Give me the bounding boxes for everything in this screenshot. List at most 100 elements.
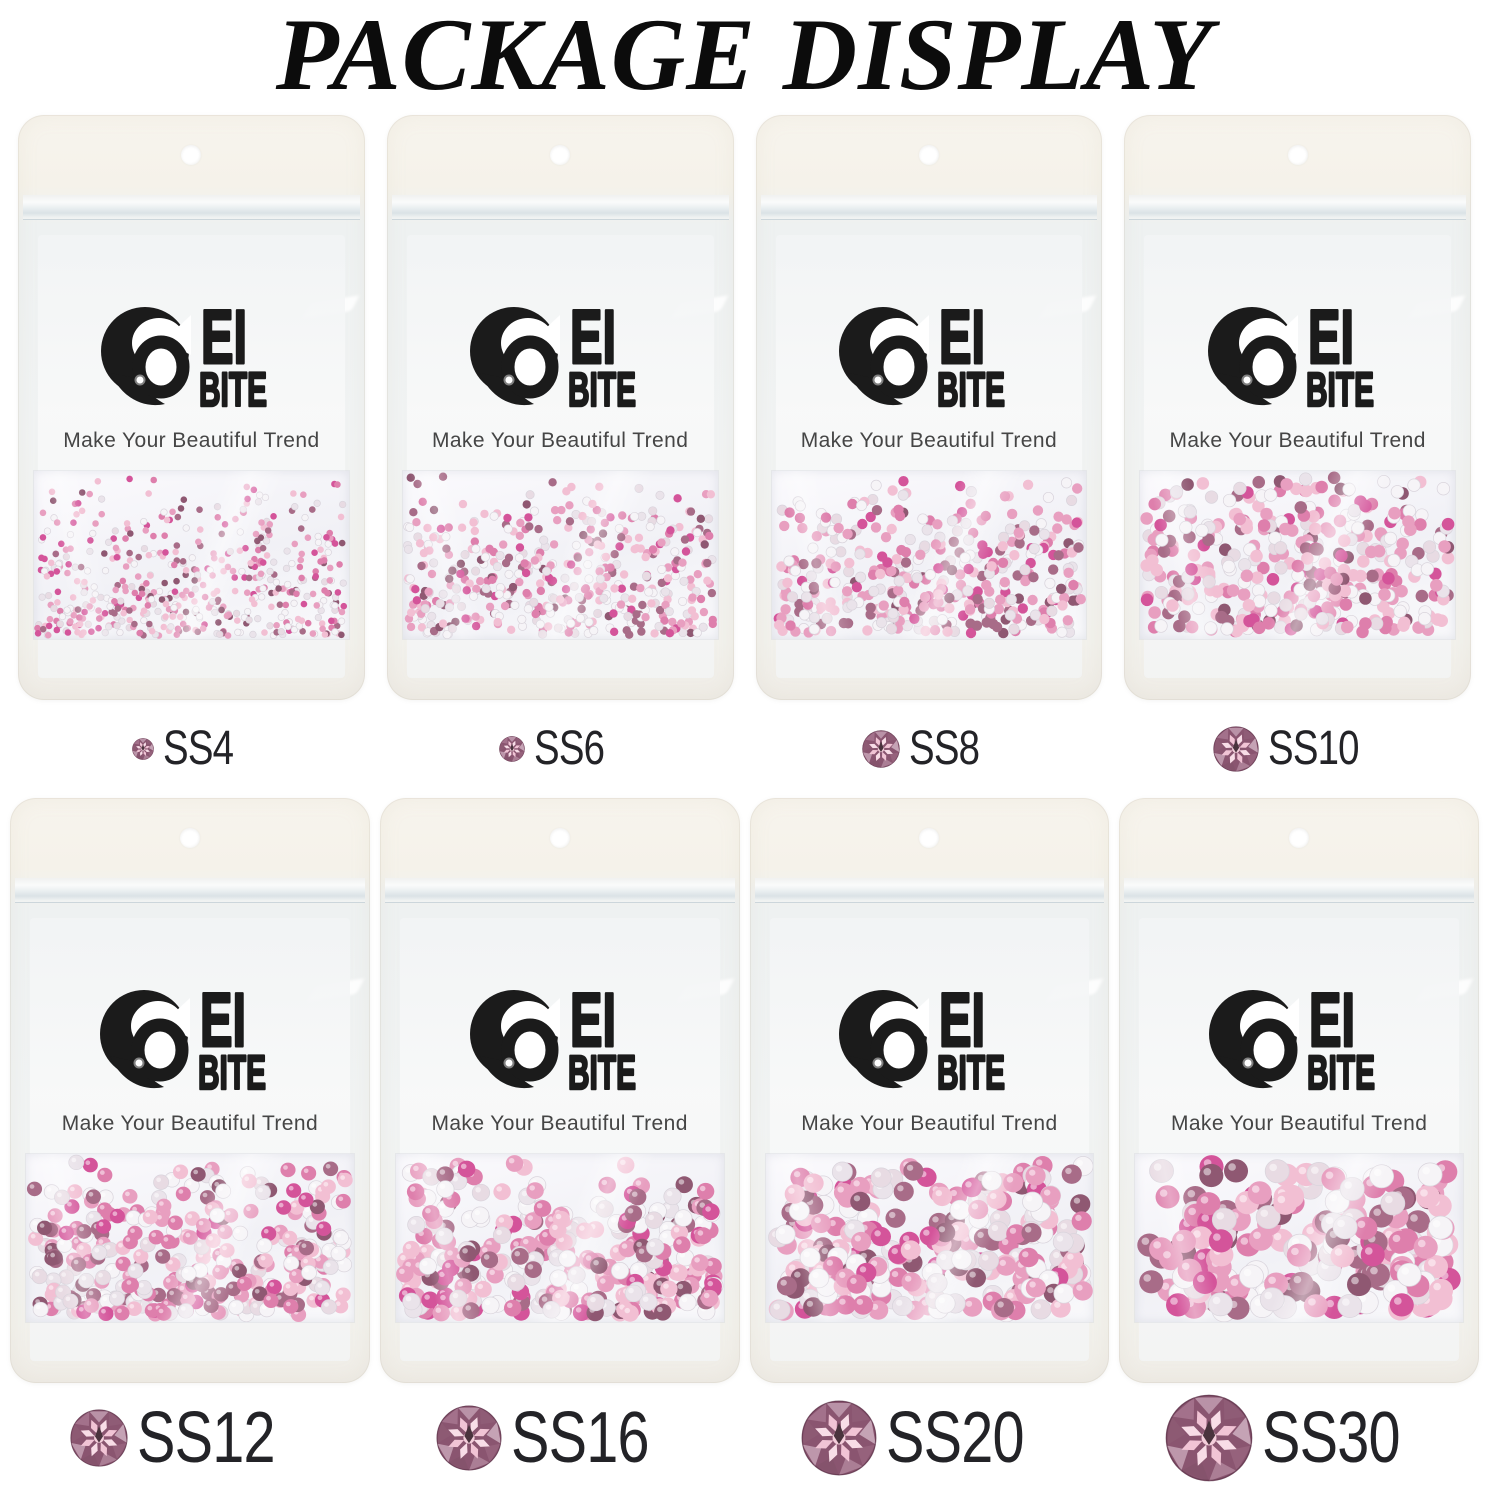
zip-seal	[754, 878, 1105, 904]
brand-tagline: Make Your Beautiful Trend	[63, 429, 320, 453]
rhinestones-scatter	[34, 475, 348, 640]
package-cell: EI BITE Make Your Beautiful Trend SS6	[386, 115, 734, 798]
brand-tagline: Make Your Beautiful Trend	[800, 429, 1058, 453]
zip-seal	[391, 195, 729, 221]
rhinestone-bag: EI BITE Make Your Beautiful Trend	[1124, 115, 1471, 701]
piercing-dot-icon	[503, 1057, 515, 1069]
package-cell: EI BITE Make Your Beautiful Trend SS10	[1124, 115, 1471, 798]
brand-tagline: Make Your Beautiful Trend	[431, 429, 689, 453]
size-label: SS6	[533, 722, 605, 776]
hang-hole	[918, 145, 939, 166]
rhinestone-bag: EI BITE Make Your Beautiful Trend	[755, 115, 1103, 701]
brand-logo: EI BITE	[10, 977, 370, 1101]
rhinestone-gem-icon	[436, 1405, 502, 1471]
brand-logo: EI BITE	[756, 294, 1103, 418]
hang-hole	[549, 828, 570, 849]
logo-text-ei: EI	[570, 978, 616, 1063]
brand-logo: EI BITE	[380, 977, 740, 1101]
logo-text-bite: BITE	[198, 1047, 266, 1100]
logo-text-bite: BITE	[568, 1047, 636, 1100]
logo-text-ei: EI	[201, 295, 247, 380]
swirl-o-icon: EI BITE	[101, 294, 269, 418]
size-label: SS4	[163, 722, 234, 776]
size-label: SS12	[137, 1398, 276, 1479]
rhinestone-gem-icon	[499, 736, 525, 762]
swirl-o-icon: EI BITE	[99, 977, 267, 1101]
rhinestone-window	[1135, 1154, 1463, 1323]
logo-text-bite: BITE	[937, 364, 1005, 417]
rhinestone-window	[765, 1154, 1094, 1323]
rhinestones-scatter	[402, 472, 717, 640]
brand-tagline: Make Your Beautiful Trend	[1170, 1112, 1428, 1136]
package-cell: EI BITE Make Your Beautiful Trend SS4	[18, 115, 365, 798]
size-label-row: SS30	[1119, 1383, 1479, 1493]
brand-logo: EI BITE	[750, 977, 1110, 1101]
rhinestone-window	[34, 471, 349, 640]
piercing-dot-icon	[1241, 374, 1253, 386]
swirl-o-icon: EI BITE	[470, 294, 637, 418]
hang-hole	[1287, 145, 1308, 166]
rhinestones-scatter	[1140, 471, 1455, 639]
rhinestone-gem-icon	[70, 1409, 128, 1467]
brand-logo: EI BITE	[18, 294, 365, 418]
size-label: SS10	[1268, 722, 1360, 776]
rhinestone-gem-icon	[1165, 1394, 1253, 1482]
size-label-row: SS8	[756, 700, 1103, 798]
size-label-row: SS20	[750, 1383, 1110, 1493]
size-label: SS20	[885, 1398, 1025, 1479]
size-label-row: SS4	[18, 700, 365, 798]
rhinestones-scatter	[767, 1156, 1093, 1323]
piercing-dot-icon	[133, 1057, 145, 1069]
brand-logo: EI BITE	[387, 294, 734, 418]
rhinestone-gem-icon	[132, 738, 154, 760]
zip-seal	[384, 878, 735, 904]
rhinestones-scatter	[773, 476, 1086, 639]
zip-seal	[23, 195, 360, 221]
size-label: SS16	[511, 1398, 650, 1479]
rhinestone-gem-icon	[862, 730, 900, 768]
rhinestone-window	[402, 471, 718, 640]
piercing-dot-icon	[872, 1057, 884, 1069]
hang-hole	[919, 828, 940, 849]
rhinestone-bag: EI BITE Make Your Beautiful Trend	[1119, 798, 1479, 1384]
piercing-dot-icon	[134, 374, 146, 386]
rhinestone-bag: EI BITE Make Your Beautiful Trend	[10, 798, 370, 1384]
swirl-o-icon: EI BITE	[839, 977, 1007, 1101]
rhinestone-window	[771, 471, 1087, 640]
logo-text-bite: BITE	[1307, 1047, 1375, 1100]
swirl-o-icon: EI BITE	[1207, 294, 1375, 418]
logo-text-ei: EI	[570, 295, 616, 380]
package-row-1: EI BITE Make Your Beautiful Trend SS4	[0, 115, 1489, 798]
package-cell: EI BITE Make Your Beautiful Trend SS8	[755, 115, 1103, 798]
logo-text-ei: EI	[1309, 978, 1355, 1063]
piercing-dot-icon	[1242, 1057, 1254, 1069]
rhinestones-scatter	[395, 1155, 724, 1322]
page-title: PACKAGE DISPLAY	[275, 0, 1214, 112]
logo-text-bite: BITE	[199, 364, 267, 417]
size-label-row: SS10	[1124, 700, 1471, 798]
rhinestone-bag: EI BITE Make Your Beautiful Trend	[386, 115, 734, 701]
logo-text-ei: EI	[939, 978, 985, 1063]
package-cell: EI BITE Make Your Beautiful Trend SS30	[1119, 798, 1479, 1493]
rhinestone-window	[26, 1154, 354, 1323]
rhinestone-gem-icon	[801, 1400, 877, 1476]
package-cell: EI BITE Make Your Beautiful Trend SS16	[379, 798, 740, 1493]
hang-hole	[181, 145, 202, 166]
swirl-o-icon: EI BITE	[1209, 977, 1376, 1101]
rhinestones-scatter	[1137, 1155, 1461, 1323]
zip-seal	[1129, 195, 1466, 221]
package-cell: EI BITE Make Your Beautiful Trend SS20	[749, 798, 1110, 1493]
logo-text-bite: BITE	[1306, 364, 1374, 417]
swirl-o-icon: EI BITE	[469, 977, 637, 1101]
rhinestone-window	[1140, 471, 1455, 640]
logo-text-ei: EI	[1308, 295, 1354, 380]
piercing-dot-icon	[503, 374, 515, 386]
rhinestone-window	[395, 1154, 724, 1323]
rhinestone-bag: EI BITE Make Your Beautiful Trend	[18, 115, 365, 701]
logo-text-bite: BITE	[568, 364, 636, 417]
rhinestones-scatter	[26, 1154, 353, 1323]
logo-text-bite: BITE	[937, 1047, 1005, 1100]
brand-logo: EI BITE	[1119, 977, 1479, 1101]
size-label: SS8	[908, 722, 980, 776]
